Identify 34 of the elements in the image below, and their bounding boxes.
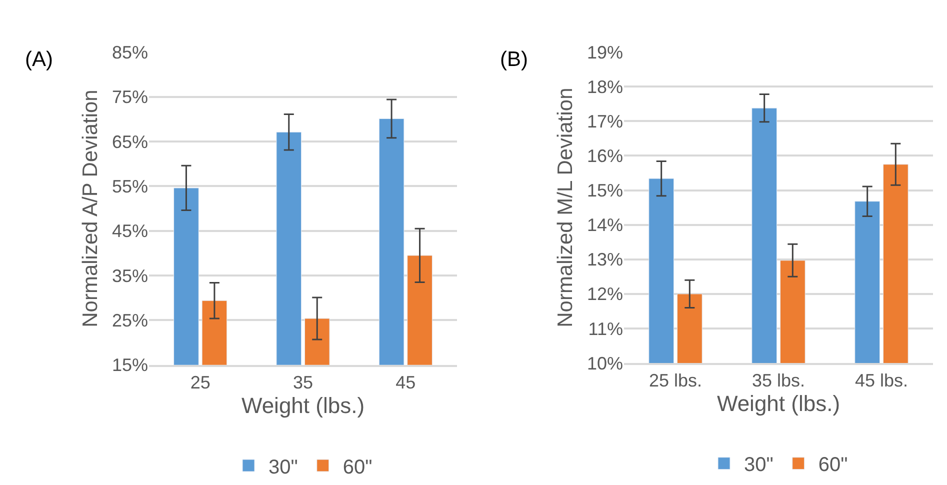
y-tick-label: 14%	[586, 215, 623, 236]
legend-label: 30"	[268, 456, 298, 478]
y-tick-label: 75%	[112, 87, 148, 108]
y-tick-label: 11%	[588, 318, 623, 339]
x-tick-label: 25 lbs.	[648, 370, 702, 391]
text: (B)	[500, 48, 528, 71]
y-tick-label: 17%	[586, 111, 623, 132]
x-axis-title: Weight (lbs.)	[716, 391, 840, 416]
x-tick-label: 45	[396, 372, 416, 393]
x-tick-label: 25	[190, 372, 210, 393]
y-tick-label: 16%	[586, 146, 623, 166]
y-tick-label: 13%	[586, 250, 623, 270]
y-tick-label: 85%	[112, 42, 148, 62]
y-axis-title: Normalized A/P Deviation	[79, 90, 102, 328]
y-tick-label: 45%	[112, 221, 148, 242]
y-tick-label: 35%	[112, 266, 148, 286]
y-tick-label: 25%	[112, 310, 148, 331]
y-tick-label: 65%	[112, 132, 148, 152]
y-tick-label: 55%	[112, 176, 148, 196]
x-tick-label: 35 lbs.	[752, 370, 806, 391]
legend-label: 30"	[744, 454, 774, 476]
y-tick-label: 15%	[586, 180, 623, 201]
y-axis-title: Normalized M/L Deviation	[554, 88, 578, 328]
y-tick-label: 12%	[586, 284, 623, 304]
y-tick-label: 19%	[586, 42, 623, 62]
text: (A)	[25, 48, 53, 71]
x-axis-title: Weight (lbs.)	[241, 392, 365, 418]
x-tick-label: 45 lbs.	[854, 370, 908, 391]
y-tick-label: 10%	[586, 353, 623, 374]
legend-label: 60"	[342, 456, 372, 478]
y-tick-label: 15%	[112, 355, 148, 376]
x-tick-label: 35	[292, 372, 314, 393]
y-tick-label: 18%	[586, 76, 623, 97]
legend-label: 60"	[818, 454, 848, 476]
